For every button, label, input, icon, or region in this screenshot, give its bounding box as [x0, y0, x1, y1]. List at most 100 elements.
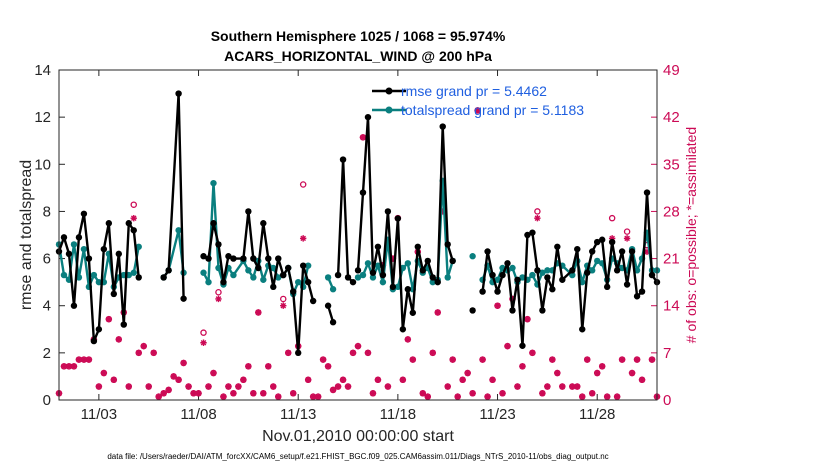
obs-assimilated-point [85, 356, 93, 363]
spread-data-point [519, 274, 526, 281]
obs-assimilated-point [594, 369, 601, 377]
obs-assimilated-point [643, 248, 651, 256]
obs-assimilated-point [230, 390, 237, 397]
obs-assimilated-point [255, 309, 262, 316]
rmse-data-point [633, 293, 641, 300]
rmse-data-point [514, 276, 521, 283]
obs-assimilated-point [369, 390, 377, 397]
rmse-data-point [180, 295, 187, 302]
obs-assimilated-point [205, 383, 212, 390]
obs-assimilated-point [105, 315, 113, 323]
spread-data-point [544, 267, 551, 274]
obs-assimilated-point [304, 376, 312, 383]
obs-assimilated-point [344, 383, 352, 390]
y-tick-label: 2 [43, 345, 51, 362]
obs-assimilated-point [454, 393, 461, 400]
obs-assimilated-point [215, 295, 222, 303]
rmse-data-point [260, 220, 267, 227]
obs-possible-point [534, 208, 541, 215]
spread-data-point [130, 269, 137, 276]
obs-assimilated-point [60, 363, 68, 370]
rmse-data-point [240, 255, 247, 262]
obs-assimilated-point [265, 363, 272, 370]
obs-assimilated-point [554, 369, 561, 377]
obs-assimilated-point [648, 356, 656, 363]
rmse-data-point [95, 326, 103, 333]
obs-assimilated-point [534, 214, 541, 222]
obs-assimilated-point [444, 383, 451, 390]
rmse-data-point [608, 238, 616, 246]
obs-assimilated-point [584, 356, 591, 363]
obs-assimilated-point [539, 390, 546, 397]
rmse-data-point [324, 302, 332, 309]
rmse-data-point [295, 349, 302, 357]
rmse-data-point [529, 229, 536, 236]
rmse-data-point [334, 271, 342, 279]
obs-assimilated-point [519, 363, 526, 370]
spread-data-point [205, 278, 212, 286]
obs-assimilated-point [115, 336, 122, 343]
obs-assimilated-point [589, 390, 596, 397]
spread-data-point [245, 267, 252, 274]
spread-data-point [494, 276, 501, 283]
rmse-data-point [125, 220, 132, 227]
spread-data-point [589, 267, 596, 274]
rmse-data-point [265, 255, 272, 262]
obs-assimilated-point [235, 383, 242, 390]
rmse-data-point [230, 255, 237, 262]
rmse-series-line [162, 92, 185, 299]
obs-assimilated-point [160, 390, 167, 397]
rmse-data-point [369, 269, 377, 276]
rmse-data-point [205, 255, 212, 262]
obs-assimilated-point [574, 383, 581, 390]
rmse-data-point [255, 264, 262, 272]
spread-data-point [260, 276, 267, 283]
spread-data-point [70, 241, 78, 248]
plot-frame [58, 69, 658, 401]
obs-assimilated-point [524, 315, 531, 323]
rmse-data-point [280, 271, 287, 279]
y-tick-label: 4 [43, 298, 51, 315]
rmse-data-point [449, 257, 456, 265]
obs-assimilated-point [484, 393, 491, 400]
obs-assimilated-point [618, 356, 626, 363]
obs-assimilated-point [598, 363, 606, 370]
rmse-data-point [65, 250, 73, 258]
rmse-data-point [484, 248, 491, 255]
obs-assimilated-point [285, 349, 292, 357]
rmse-data-point [598, 236, 606, 243]
rmse-data-point [349, 278, 357, 286]
rmse-data-point [579, 326, 586, 333]
rmse-data-point [215, 241, 222, 248]
rmse-data-point [160, 274, 167, 281]
obs-assimilated-point [314, 393, 322, 400]
data-file-footer: data file: /Users/raeder/DAI/ATM_forcXX/… [107, 452, 608, 461]
rmse-data-point [628, 248, 636, 255]
rmse-data-point [275, 255, 282, 262]
rmse-data-point [643, 189, 651, 196]
rmse-data-point [429, 274, 436, 281]
rmse-data-point [549, 286, 556, 293]
obs-assimilated-point [569, 383, 576, 390]
obs-assimilated-point [613, 393, 621, 400]
chart-title-line1: Southern Hemisphere 1025 / 1068 = 95.974… [211, 28, 506, 44]
obs-assimilated-point [544, 383, 551, 390]
ticks-layer: 11/03 11/08 11/13 11/18 11/23 11/28 0 2 4 6 8 10 12 1… [34, 62, 679, 423]
obs-possible-point [623, 228, 631, 235]
obs-assimilated-point [349, 349, 357, 357]
rmse-series-line [202, 210, 315, 355]
rmse-data-point [290, 288, 297, 295]
rmse-data-point [389, 283, 397, 291]
rmse-data-point [469, 307, 476, 314]
legend-rmse-text: rmse grand pr = 5.4462 [401, 83, 547, 99]
spread-data-point [135, 243, 142, 250]
rmse-data-point [329, 319, 337, 326]
spread-data-point [594, 257, 601, 265]
rmse-data-point [175, 90, 182, 97]
obs-assimilated-point [404, 336, 412, 343]
rmse-data-point [569, 267, 576, 274]
rmse-data-point [544, 274, 551, 281]
y-tick-label: 0 [43, 392, 51, 409]
spread-data-point [210, 179, 217, 187]
